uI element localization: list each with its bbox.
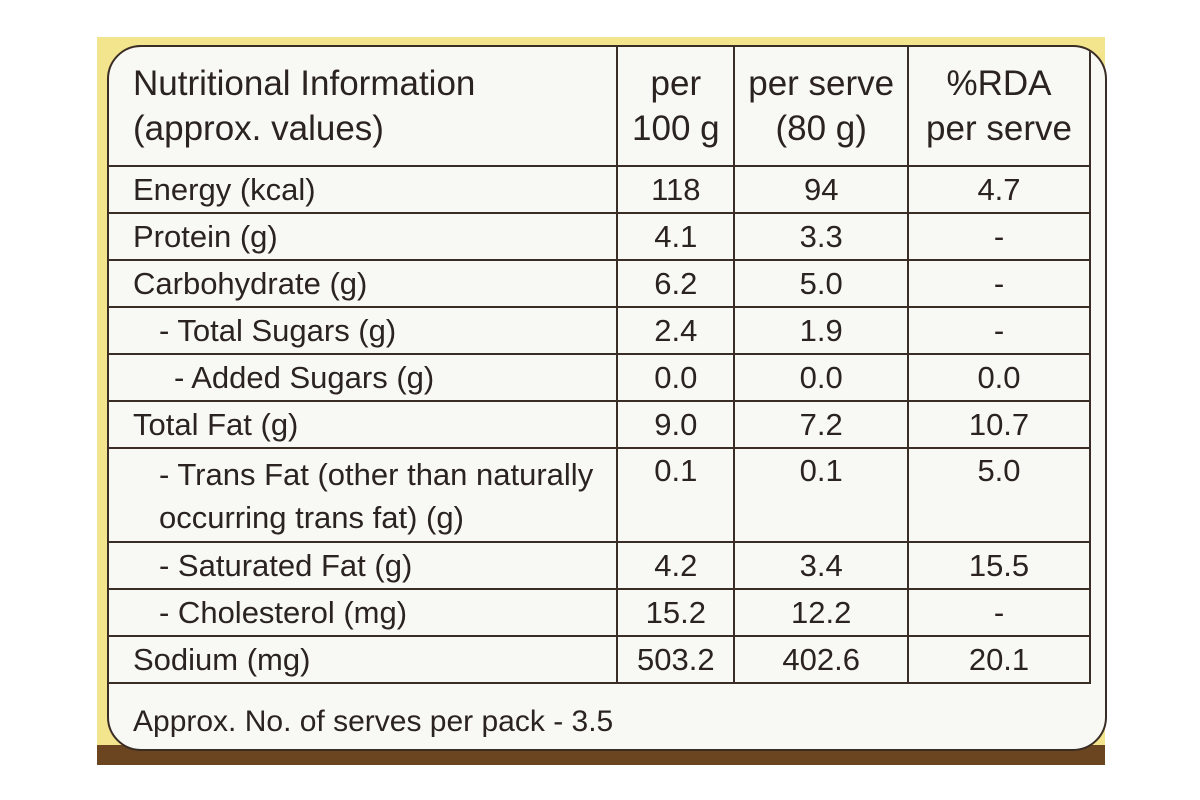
value-per-serve: 7.2: [733, 400, 909, 449]
table-row: - Added Sugars (g) 0.0 0.0 0.0: [109, 353, 1091, 402]
header-per-serve-line1: per serve: [748, 63, 895, 103]
value-rda: 0.0: [907, 353, 1091, 402]
value-per-serve: 12.2: [733, 588, 909, 637]
header-rda-line1: %RDA: [946, 63, 1052, 103]
nutrient-name: - Cholesterol (mg): [109, 588, 619, 637]
value-per-100g: 503.2: [616, 635, 736, 684]
table-row: Sodium (mg) 503.2 402.6 20.1: [109, 635, 1091, 684]
nutrient-name: Total Fat (g): [109, 400, 619, 449]
table-row: Energy (kcal) 118 94 4.7: [109, 165, 1091, 214]
value-per-100g: 2.4: [616, 306, 736, 355]
value-per-100g: 0.1: [616, 447, 736, 543]
value-per-serve: 402.6: [733, 635, 909, 684]
value-rda: 15.5: [907, 541, 1091, 590]
header-title-cell: Nutritional Information (approx. values): [109, 47, 619, 167]
header-rda-line2: per serve: [926, 109, 1072, 148]
nutrient-name: - Saturated Fat (g): [109, 541, 619, 590]
value-per-100g: 4.1: [616, 212, 736, 261]
value-rda: -: [907, 588, 1091, 637]
value-rda: 5.0: [907, 447, 1091, 543]
value-per-serve: 0.1: [733, 447, 909, 543]
value-per-serve: 3.4: [733, 541, 909, 590]
table-row: - Trans Fat (other than naturally occurr…: [109, 447, 1091, 543]
nutrient-name: - Added Sugars (g): [109, 353, 619, 402]
value-per-serve: 94: [733, 165, 909, 214]
table-row: - Saturated Fat (g) 4.2 3.4 15.5: [109, 541, 1091, 590]
header-per-serve-line2: (80 g): [775, 109, 867, 148]
header-per-serve-cell: per serve (80 g): [733, 47, 909, 167]
header-rda-cell: %RDA per serve: [907, 47, 1091, 167]
value-per-100g: 6.2: [616, 259, 736, 308]
header-title-line2: (approx. values): [133, 109, 384, 148]
value-per-serve: 1.9: [733, 306, 909, 355]
value-rda: -: [907, 259, 1091, 308]
value-per-100g: 0.0: [616, 353, 736, 402]
nutrition-label: Nutritional Information (approx. values)…: [107, 45, 1107, 751]
nutrition-table: Nutritional Information (approx. values)…: [109, 47, 1091, 684]
table-row: Protein (g) 4.1 3.3 -: [109, 212, 1091, 261]
table-header-row: Nutritional Information (approx. values)…: [109, 47, 1091, 167]
value-per-serve: 5.0: [733, 259, 909, 308]
value-per-serve: 0.0: [733, 353, 909, 402]
table-row: Carbohydrate (g) 6.2 5.0 -: [109, 259, 1091, 308]
nutrient-name: - Total Sugars (g): [109, 306, 619, 355]
table-row: - Cholesterol (mg) 15.2 12.2 -: [109, 588, 1091, 637]
value-per-100g: 118: [616, 165, 736, 214]
serves-per-pack-note: Approx. No. of serves per pack - 3.5: [133, 705, 614, 738]
table-row: Total Fat (g) 9.0 7.2 10.7: [109, 400, 1091, 449]
nutrient-name: Protein (g): [109, 212, 619, 261]
value-per-100g: 15.2: [616, 588, 736, 637]
nutrient-name: Sodium (mg): [109, 635, 619, 684]
value-rda: 20.1: [907, 635, 1091, 684]
header-per-100g-cell: per 100 g: [616, 47, 736, 167]
value-per-100g: 4.2: [616, 541, 736, 590]
nutrient-name-line2: occurring trans fat) (g): [159, 500, 464, 536]
value-rda: -: [907, 306, 1091, 355]
nutrient-name-line1: - Trans Fat (other than naturally: [159, 457, 594, 492]
header-title-line1: Nutritional Information: [133, 63, 476, 103]
header-per-100g-line2: 100 g: [632, 109, 720, 148]
nutrient-name: Carbohydrate (g): [109, 259, 619, 308]
value-rda: -: [907, 212, 1091, 261]
nutrient-name: - Trans Fat (other than naturally occurr…: [109, 447, 619, 543]
table-row: - Total Sugars (g) 2.4 1.9 -: [109, 306, 1091, 355]
value-rda: 10.7: [907, 400, 1091, 449]
value-per-serve: 3.3: [733, 212, 909, 261]
nutrient-name: Energy (kcal): [109, 165, 619, 214]
header-per-100g-line1: per: [650, 63, 702, 103]
value-rda: 4.7: [907, 165, 1091, 214]
value-per-100g: 9.0: [616, 400, 736, 449]
